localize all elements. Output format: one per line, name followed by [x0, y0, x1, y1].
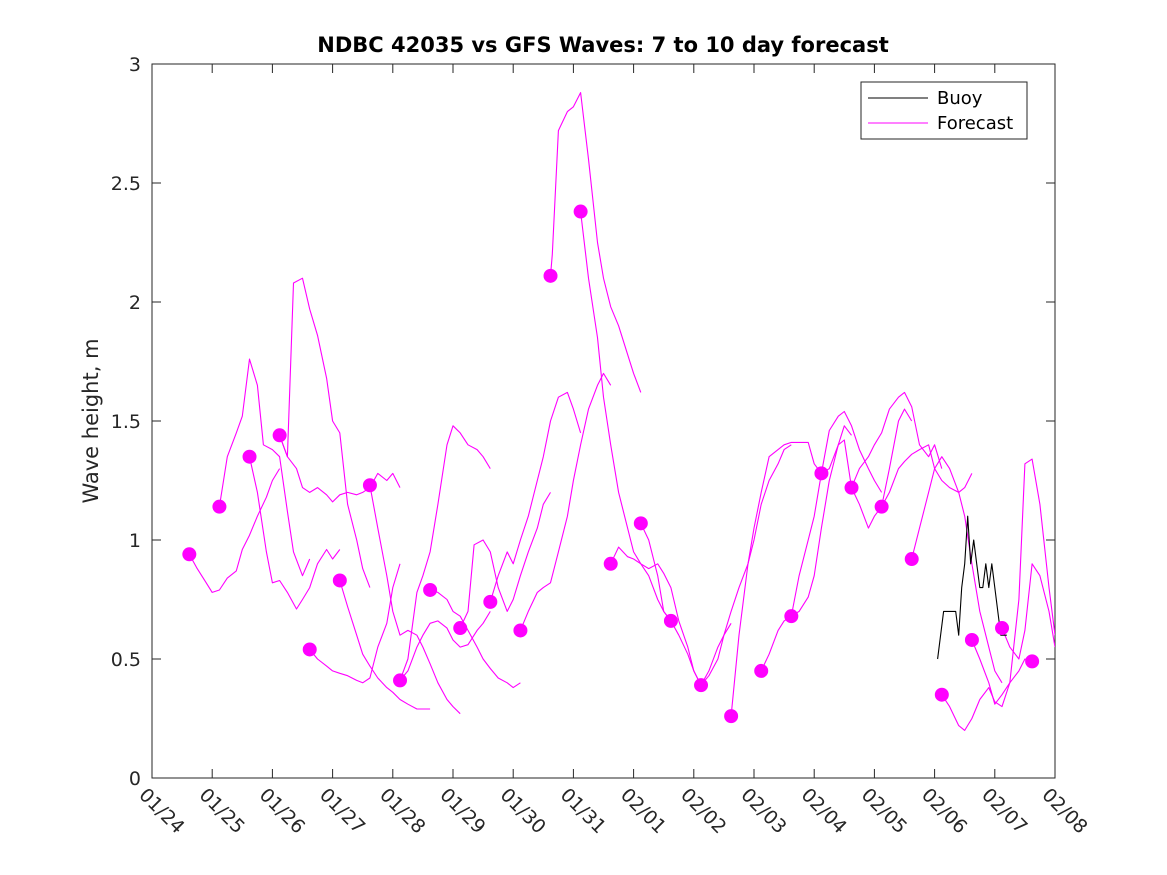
forecast-start-point — [393, 673, 408, 688]
forecast-line — [339, 580, 431, 710]
forecast-line — [821, 408, 913, 529]
forecast-line — [248, 456, 341, 610]
forecast-line — [730, 441, 822, 717]
legend: Buoy Forecast — [860, 81, 1028, 140]
y-axis-label: Wave height, m — [79, 338, 103, 503]
forecast-line — [519, 372, 612, 631]
forecast-start-point — [633, 516, 648, 531]
forecast-start-point — [724, 709, 739, 724]
forecast-line — [309, 563, 401, 684]
forecast-line — [369, 485, 461, 715]
forecast-line — [429, 589, 521, 689]
forecast-start-point — [182, 547, 197, 562]
forecast-start-point — [934, 687, 949, 702]
forecast-line — [399, 425, 491, 681]
forecast-line — [549, 92, 642, 393]
forecast-start-point — [453, 621, 468, 636]
forecast-line — [971, 458, 1055, 705]
forecast-start-point — [573, 204, 588, 219]
forecast-start-point — [784, 609, 799, 624]
forecast-start-point — [874, 499, 889, 514]
forecast-line — [1001, 563, 1055, 660]
legend-label-buoy: Buoy — [937, 88, 983, 109]
forecast-start-point — [754, 663, 769, 678]
forecast-start-point — [603, 556, 618, 571]
forecast-line — [640, 523, 732, 686]
forecast-line — [279, 277, 371, 588]
forecast-start-point — [483, 594, 498, 609]
forecast-start-point — [362, 478, 377, 493]
forecast-line — [218, 358, 311, 577]
forecast-line — [850, 391, 943, 488]
buoy-line — [937, 515, 1007, 660]
forecast-line — [580, 211, 672, 622]
forecast-start-point — [302, 642, 317, 657]
forecast-start-point — [543, 268, 558, 283]
forecast-start-point — [272, 428, 287, 443]
forecast-line — [790, 410, 883, 617]
forecast-start-point — [814, 466, 829, 481]
forecast-start-point — [242, 449, 257, 464]
y-tick-label: 2.5 — [111, 173, 141, 195]
forecast-line — [489, 391, 582, 603]
forecast-line — [911, 456, 1003, 684]
forecast-start-point — [995, 621, 1010, 636]
forecast-start-point — [423, 582, 438, 597]
series-group — [182, 92, 1055, 731]
forecast-line — [941, 658, 1033, 731]
forecast-start-point — [663, 613, 678, 628]
forecast-start-point — [964, 632, 979, 647]
forecast-line — [188, 468, 281, 593]
forecast-line — [279, 435, 401, 503]
forecast-line — [610, 546, 702, 686]
forecast-start-point — [212, 499, 227, 514]
forecast-start-point — [844, 480, 859, 495]
chart-title: NDBC 42035 vs GFS Waves: 7 to 10 day for… — [317, 33, 888, 57]
y-tick-label: 1.5 — [111, 411, 141, 433]
y-tick-label: 2 — [129, 292, 141, 314]
y-tick-label: 0.5 — [111, 649, 141, 671]
forecast-start-point — [904, 552, 919, 567]
y-tick-label: 3 — [129, 54, 141, 76]
y-tick-label: 1 — [129, 530, 141, 552]
legend-label-forecast: Forecast — [937, 113, 1013, 134]
forecast-line — [459, 492, 551, 629]
forecast-line — [399, 611, 491, 681]
forecast-start-point — [332, 573, 347, 588]
forecast-start-point — [513, 623, 528, 638]
legend-box — [860, 81, 1028, 140]
y-tick-label: 0 — [129, 768, 141, 790]
forecast-start-point — [1025, 654, 1040, 669]
forecast-start-point — [694, 678, 709, 693]
